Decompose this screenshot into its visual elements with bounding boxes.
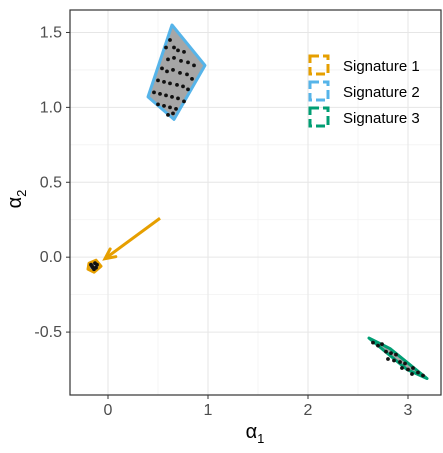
annotation-arrow-shaft: [104, 217, 161, 260]
signature-2-point: [190, 77, 194, 81]
signature-2-region: [146, 23, 207, 121]
signature-2-point: [164, 45, 168, 50]
signature-1-point: [94, 265, 98, 270]
signature-2-point: [164, 93, 168, 98]
annotation-arrows: [102, 217, 161, 261]
signature-2-point: [192, 63, 196, 68]
legend-label-signature-2: Signature 2: [343, 84, 420, 101]
signature-3-point: [376, 343, 380, 348]
signature-2-point: [162, 80, 166, 84]
legend: Signature 1 Signature 2 Signature 3: [308, 54, 420, 128]
signature-2-point: [178, 71, 182, 75]
signature-2-point: [170, 95, 174, 99]
signature-2-point: [186, 87, 190, 92]
y-tick-label: 0.5: [40, 174, 62, 191]
signature-2-point: [179, 59, 183, 63]
axis-ticks: 0 1 2 3 -0.5 0.0 0.5 1.0 1.5: [34, 24, 412, 419]
plot-panel: [70, 10, 441, 395]
grid: [70, 10, 441, 395]
x-axis-title: α1: [246, 421, 265, 446]
signature-2-point: [171, 111, 175, 116]
signature-2-point: [176, 48, 180, 53]
signature-2-point: [165, 69, 169, 74]
signature-2-point: [168, 105, 172, 110]
signature-3-point: [411, 366, 415, 370]
signature-2-point: [172, 45, 176, 50]
signature-2-point: [175, 83, 179, 87]
signature-3-point: [406, 367, 410, 372]
signature-3-point: [398, 360, 402, 364]
signature-3-point: [392, 358, 396, 363]
signature-3-point: [410, 372, 414, 376]
signature-3-point: [394, 352, 398, 357]
x-tick-label: 3: [404, 402, 413, 419]
panel-border: [69, 9, 442, 396]
signature-2-point: [172, 56, 176, 60]
legend-label-signature-1: Signature 1: [343, 58, 420, 75]
y-tick-label: -0.5: [34, 324, 62, 341]
signature-2-point: [156, 102, 160, 107]
signature-2-point: [176, 96, 180, 101]
x-tick-label: 2: [304, 402, 313, 419]
legend-key-signature-2: [308, 80, 330, 102]
signature-3-point: [421, 373, 425, 378]
signature-3-point: [403, 361, 407, 366]
signature-2-point: [160, 66, 164, 71]
y-axis-title: α2: [4, 190, 29, 209]
y-tick-label: 1.5: [40, 24, 62, 41]
signature-2-point: [182, 99, 186, 104]
x-tick-label: 1: [204, 402, 213, 419]
y-tick-label: 0.0: [40, 249, 62, 266]
y-tick-label: 1.0: [40, 99, 62, 116]
signature-2-point: [182, 50, 186, 54]
signature-2-point: [158, 92, 162, 96]
legend-key-signature-1: [308, 54, 330, 76]
legend-label-signature-3: Signature 3: [343, 110, 420, 127]
signature-3-point: [400, 366, 404, 370]
signature-2-point: [156, 78, 160, 83]
annotation-arrow-head: [102, 247, 118, 261]
signature-2-point: [152, 90, 156, 95]
signature-3-point: [380, 342, 384, 346]
signature-2-point: [168, 81, 172, 86]
legend-key-signature-3: [308, 106, 330, 128]
signature-2-point: [166, 57, 170, 62]
signature-3-point: [371, 340, 375, 345]
signature-2-point: [186, 60, 190, 65]
signature-3-point: [416, 370, 420, 375]
signature-1-point: [90, 264, 94, 269]
signature-2-point: [181, 84, 185, 89]
signature-2-point: [171, 68, 175, 72]
signature-2-point: [166, 113, 170, 117]
x-tick-label: 0: [104, 402, 113, 419]
signature-3-point: [386, 357, 390, 361]
signature-1-point: [95, 262, 99, 267]
data-points: [89, 38, 425, 378]
signature-3-point: [384, 349, 388, 354]
signature-3-point: [389, 351, 393, 355]
signature-2-point: [185, 72, 189, 77]
signature-2-point: [174, 107, 178, 111]
signature-2-point: [162, 104, 166, 108]
signature-2-point: [168, 38, 172, 42]
